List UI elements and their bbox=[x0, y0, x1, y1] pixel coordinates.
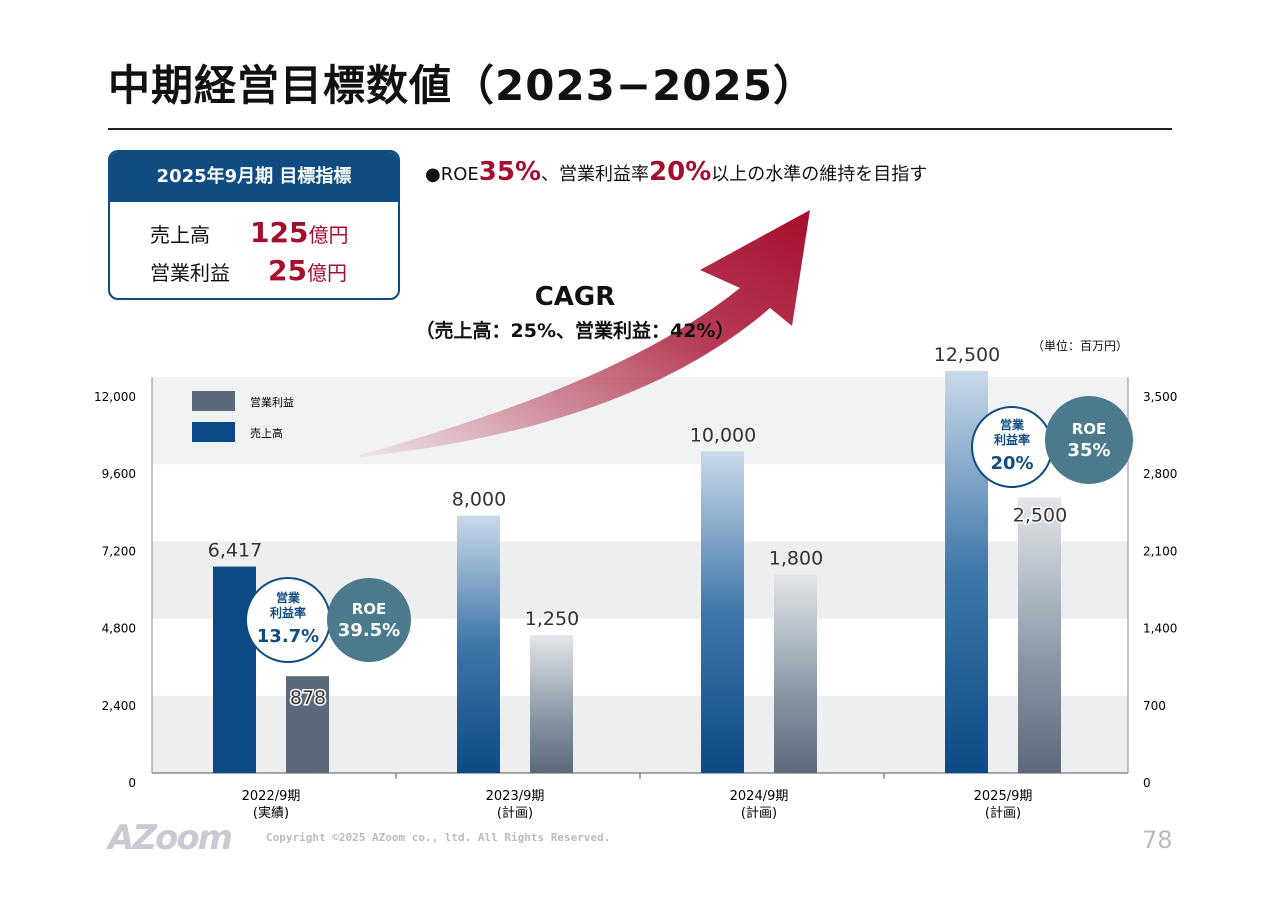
page-title: 中期経営目標数値（2023−2025） bbox=[108, 61, 816, 110]
profit-bar bbox=[286, 676, 329, 773]
cagr-label: CAGR （売上高：25%、営業利益：42%） bbox=[400, 282, 750, 343]
sales-bar bbox=[213, 566, 256, 773]
target-unit: 億円 bbox=[308, 223, 349, 247]
profit-bar bbox=[1018, 497, 1061, 773]
margin-label: 営業 bbox=[276, 590, 301, 605]
sales-bar bbox=[701, 451, 744, 773]
category-label: 2023/9期 bbox=[486, 789, 545, 804]
bullet-dot: ● bbox=[425, 164, 441, 185]
growth-arrow bbox=[360, 210, 810, 457]
cagr-title: CAGR bbox=[534, 282, 616, 312]
margin-label: 営業 bbox=[1000, 417, 1025, 432]
target-unit: 億円 bbox=[306, 261, 347, 285]
profit-value-label: 1,800 bbox=[769, 547, 823, 569]
company-logo: AZoom bbox=[108, 818, 233, 858]
target-label: 営業利益 bbox=[150, 261, 230, 285]
right-tick-label: 2,800 bbox=[1143, 467, 1177, 481]
category-label: (実績) bbox=[253, 805, 289, 821]
right-tick-label: 2,100 bbox=[1143, 544, 1177, 558]
sales-value-label: 10,000 bbox=[690, 424, 756, 446]
goal-roe: 35% bbox=[478, 157, 542, 187]
legend-swatch-profit bbox=[192, 391, 235, 411]
goal-statement: ●ROE35%、営業利益率20%以上の水準の維持を目指す bbox=[425, 157, 927, 187]
profit-value-label: 1,250 bbox=[525, 608, 579, 630]
category-label: (計画) bbox=[985, 805, 1021, 821]
roe-value: 39.5% bbox=[338, 620, 400, 641]
right-tick-label: 1,400 bbox=[1143, 622, 1177, 636]
margin-label: 利益率 bbox=[270, 605, 306, 620]
profit-value-label: 2,500 bbox=[1013, 504, 1067, 526]
target-value: 25 bbox=[268, 254, 307, 287]
margin-label: 利益率 bbox=[994, 432, 1030, 447]
roe-circle bbox=[1045, 396, 1133, 484]
sales-bar bbox=[457, 515, 500, 773]
unit-note: （単位：百万円） bbox=[1032, 339, 1129, 353]
cagr-detail: （売上高：25%、営業利益：42%） bbox=[415, 320, 735, 342]
margin-value: 13.7% bbox=[257, 626, 319, 647]
legend-swatch-sales bbox=[192, 422, 235, 442]
profit-bar bbox=[530, 635, 573, 773]
left-tick-label: 4,800 bbox=[102, 622, 136, 636]
target-box-header: 2025年9月期 目標指標 bbox=[110, 152, 398, 202]
goal-text: 以上の水準の維持を目指す bbox=[711, 164, 928, 185]
roe-label: ROE bbox=[1072, 420, 1107, 438]
category-label: 2025/9期 bbox=[974, 789, 1033, 804]
sales-value-label: 12,500 bbox=[934, 344, 1000, 366]
right-tick-label: 0 bbox=[1143, 776, 1151, 790]
left-tick-label: 0 bbox=[128, 776, 136, 790]
page-number: 78 bbox=[1142, 826, 1173, 854]
sales-value-label: 8,000 bbox=[452, 489, 506, 511]
category-label: 2024/9期 bbox=[730, 789, 789, 804]
left-tick-label: 9,600 bbox=[102, 467, 136, 481]
legend-label-profit: 営業利益 bbox=[250, 395, 294, 409]
target-value: 125 bbox=[250, 216, 309, 249]
target-sales-row: 売上高 125億円 bbox=[150, 216, 348, 249]
roe-label: ROE bbox=[352, 600, 387, 618]
legend-label-sales: 売上高 bbox=[250, 426, 283, 440]
title-divider bbox=[108, 128, 1172, 130]
category-label: (計画) bbox=[497, 805, 533, 821]
profit-bar bbox=[774, 574, 817, 773]
margin-value: 20% bbox=[990, 453, 1033, 474]
roe-value: 35% bbox=[1067, 440, 1110, 461]
right-tick-label: 3,500 bbox=[1143, 390, 1177, 404]
copyright: Copyright ©2025 AZoom co., ltd. All Righ… bbox=[266, 831, 611, 844]
right-tick-label: 700 bbox=[1143, 699, 1166, 713]
target-label: 売上高 bbox=[150, 223, 210, 247]
target-box: 2025年9月期 目標指標 売上高 125億円 営業利益 25億円 bbox=[108, 150, 400, 300]
sales-value-label: 6,417 bbox=[208, 540, 262, 562]
profit-value-label: 878 bbox=[290, 687, 326, 709]
roe-circle bbox=[327, 578, 411, 662]
goal-margin: 20% bbox=[649, 157, 712, 187]
goal-text: ROE bbox=[440, 164, 479, 185]
goal-text: 、営業利益率 bbox=[541, 164, 650, 185]
left-tick-label: 12,000 bbox=[94, 390, 136, 404]
category-label: (計画) bbox=[741, 805, 777, 821]
left-tick-label: 2,400 bbox=[102, 699, 136, 713]
target-profit-row: 営業利益 25億円 bbox=[150, 254, 347, 287]
left-tick-label: 7,200 bbox=[102, 544, 136, 558]
category-label: 2022/9期 bbox=[242, 789, 301, 804]
